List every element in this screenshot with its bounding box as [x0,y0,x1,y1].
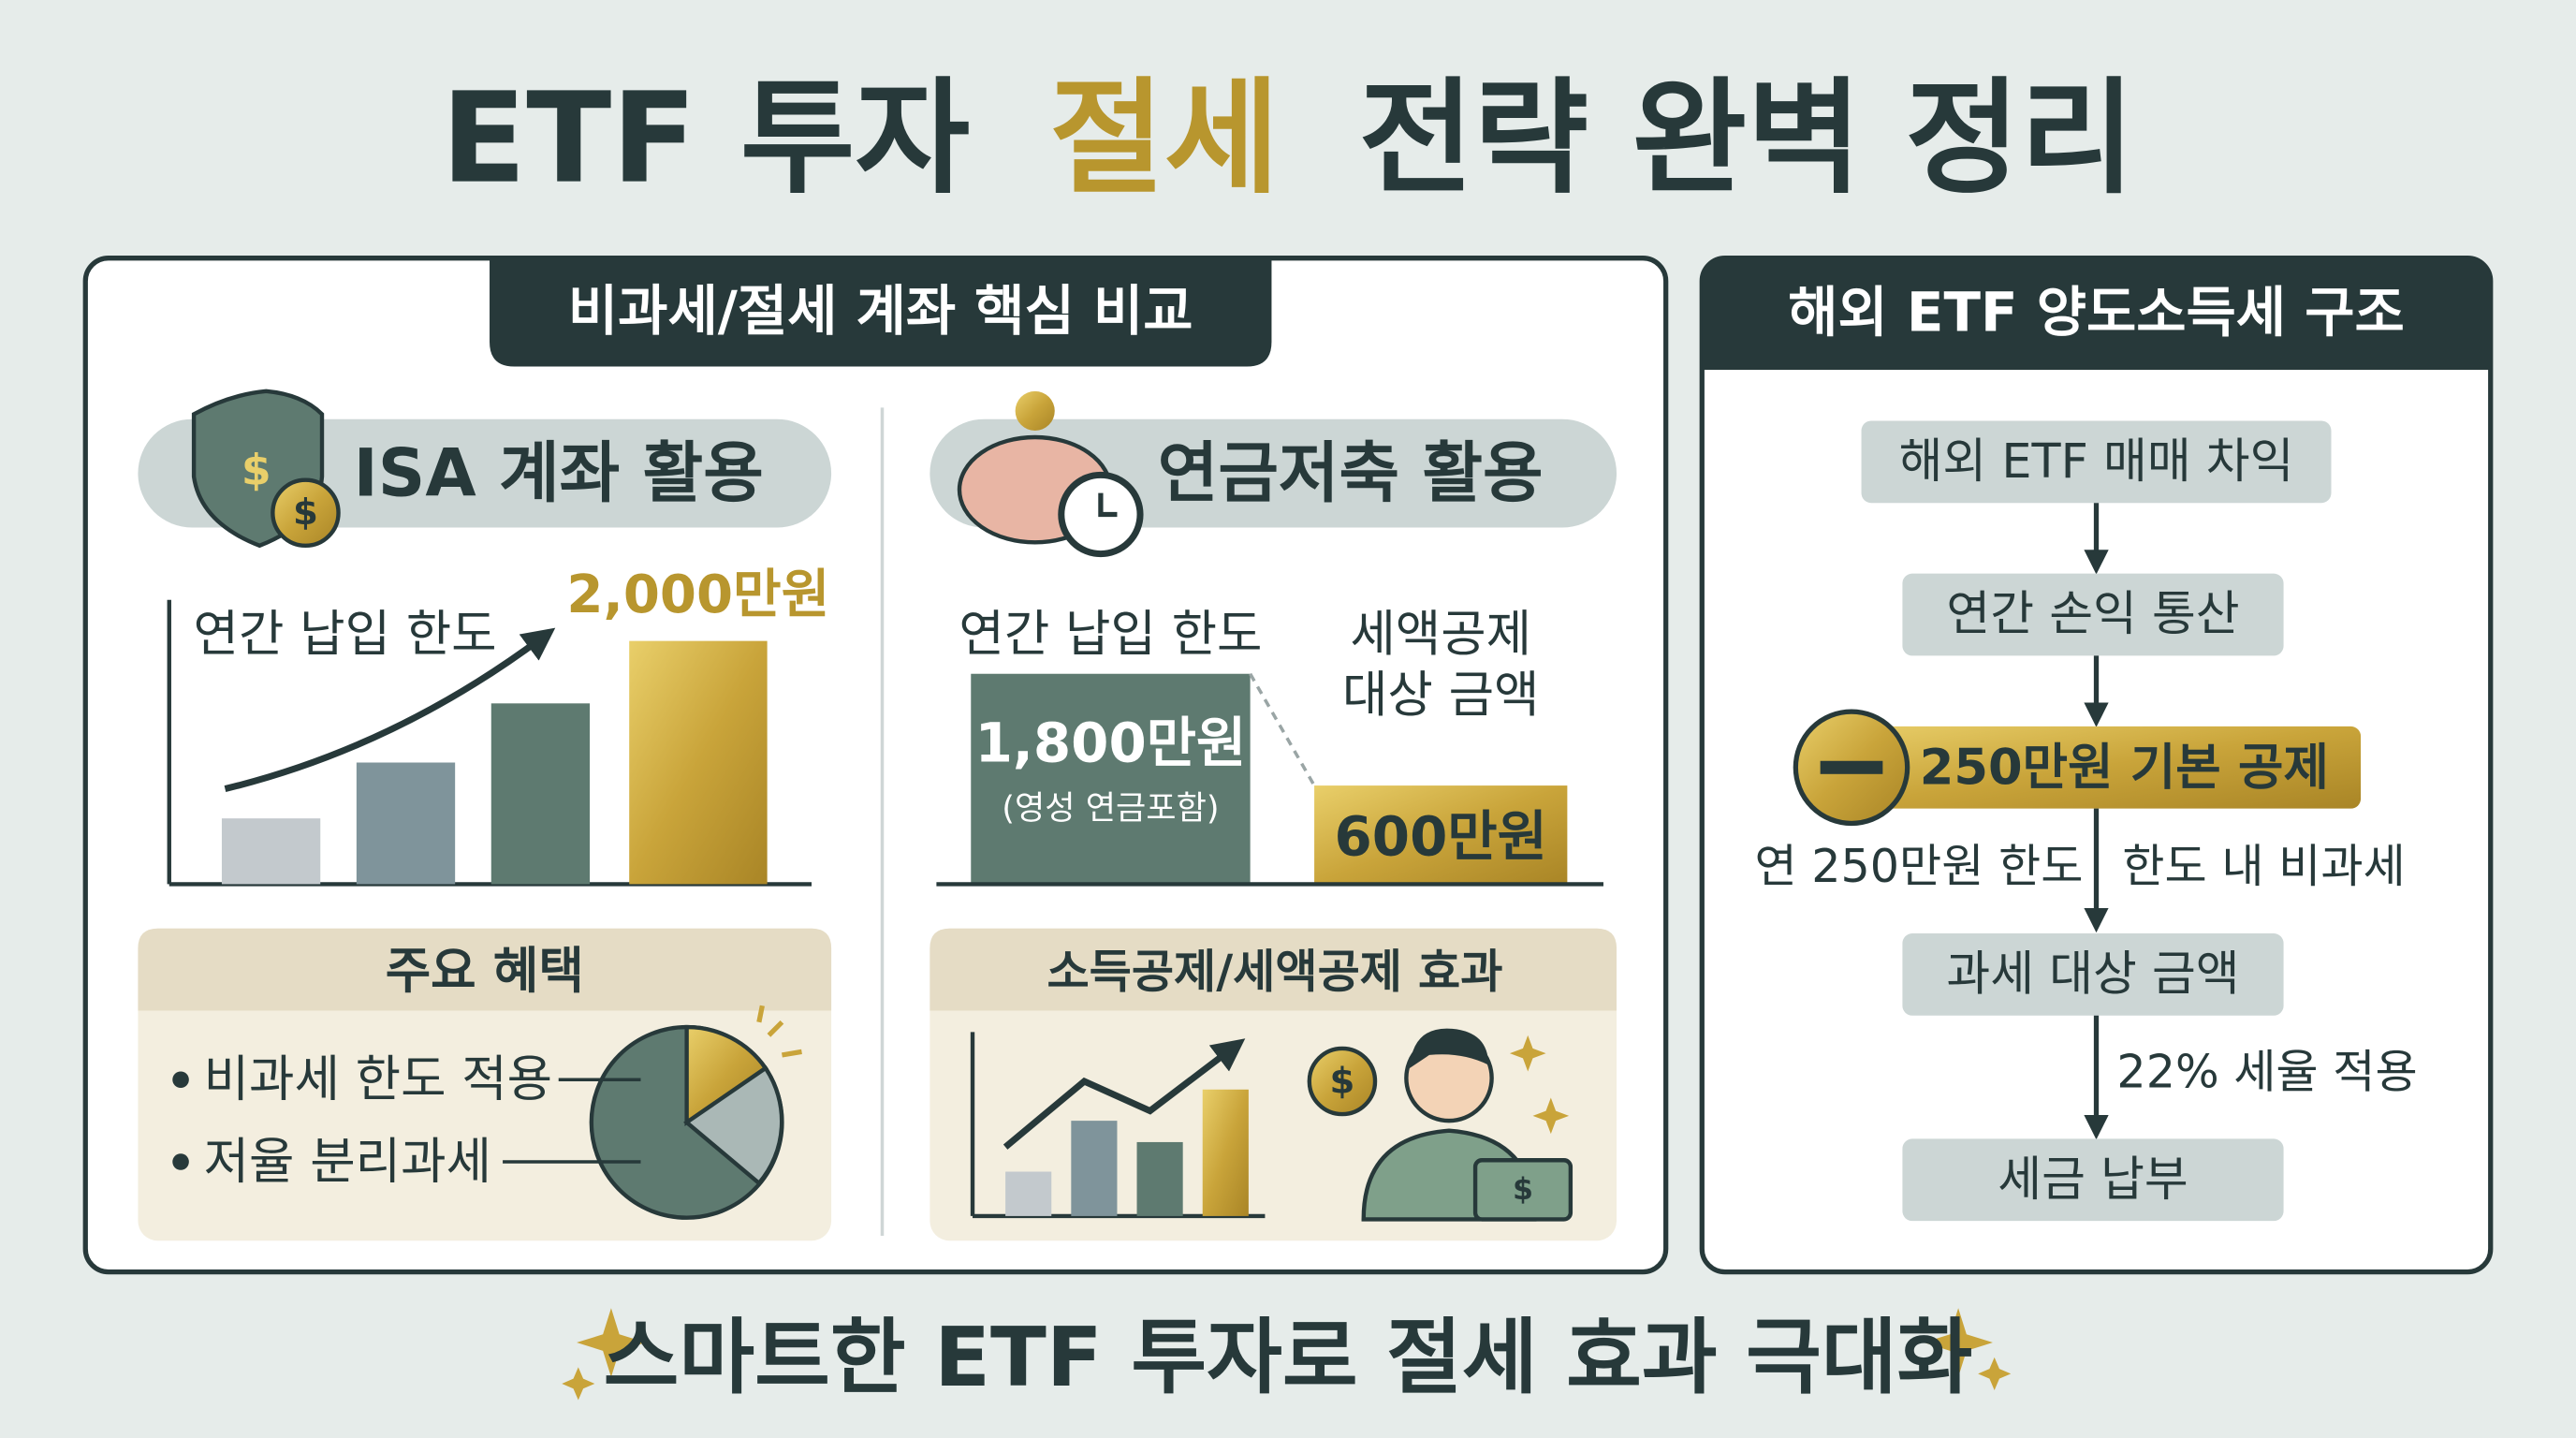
panel-title: 해외 ETF 양도소득세 구조 [1788,281,2405,345]
icon-symbol: $ [242,446,271,495]
flow-step [1826,726,2362,809]
illustration-bar [1005,1171,1052,1216]
trend-arrow [1003,1038,1246,1150]
illustration-bar [1136,1141,1183,1216]
person-hair [1409,1028,1489,1068]
limit-note: (영성 연금포함) [1002,789,1219,828]
icon-symbol: $ [1513,1173,1533,1207]
coin-icon [1015,390,1055,431]
flow-step [1861,420,2332,504]
limit-label: 연간 납입 한도 [959,606,1262,663]
sparkle [1509,1034,1570,1135]
flow-note: 한도 내 비과세 [2122,839,2405,893]
section-label: ISA 계좌 활용 [354,435,764,512]
illustration-bar [221,818,321,885]
benefit-header [138,928,832,1011]
limit-amount: 2,000만원 [566,565,829,625]
title-part: 전략 완벽 정리 [1359,66,2135,211]
illustration-bar [1314,785,1568,885]
deduction-amount: 600만원 [1335,804,1547,868]
illustration-bar [356,762,456,885]
page-title: ETF 투자 절세 전략 완벽 정리 [441,66,2135,211]
limit-amount: 1,800만원 [975,711,1247,774]
effect-header [929,928,1617,1011]
footer-slogan: 스마트한 ETF 투자로 절세 효과 극대화 [604,1310,1973,1405]
flow-step-label: 연간 손익 통산 [1946,587,2239,642]
limit-label: 연간 납입 한도 [194,606,497,663]
flow-step-label: 세금 납부 [1998,1152,2188,1208]
pie-slice [683,1064,784,1186]
spark [756,1005,802,1058]
section-label: 연금저축 활용 [1158,435,1544,512]
benefit-item: 저율 분리과세 [204,1134,491,1191]
coin-icon [1307,1046,1378,1117]
flow-note: 연 250만원 한도 [1754,839,2083,893]
bullet [172,1153,189,1170]
cash-icon [1472,1158,1573,1222]
panel-header [1702,257,2491,371]
flow-step-label: 250만원 기본 공제 [1920,739,2329,796]
icon-symbol: $ [293,492,318,534]
panel-tab [490,257,1272,367]
pie-slice [684,1024,768,1127]
illustration-bar [490,703,591,885]
icon-symbol: $ [1329,1061,1354,1103]
flow-step-label: 과세 대상 금액 [1946,946,2239,1002]
coin-icon [271,477,341,549]
benefit-item: 비과세 한도 적용 [204,1051,552,1108]
title-part: ETF 투자 [441,66,970,211]
effect-title: 소득공제/세액공제 효과 [1046,944,1502,998]
title-highlight: 절세 [1049,66,1279,211]
illustration-bar [1071,1121,1118,1216]
minus-sign [1820,760,1883,774]
deduction-label: 세액공제 [1350,606,1531,663]
panel-title: 비과세/절세 계좌 핵심 비교 [568,279,1193,343]
bullet [172,1071,189,1089]
benefit-title: 주요 혜택 [386,943,584,1000]
clock-hands [1098,492,1118,518]
flow-step [1902,933,2284,1016]
deduction-label: 대상 금액 [1342,667,1539,724]
connector [1249,672,1316,786]
illustration-bar [629,640,768,885]
illustration-bar [1202,1089,1249,1216]
flow-step [1902,573,2284,656]
illustration-bar [971,673,1251,885]
trend-arrow [224,627,556,793]
flow-step-label: 해외 ETF 매매 차익 [1899,434,2294,490]
flow-step [1902,1138,2284,1222]
sparkle [1924,1308,2012,1390]
flow-note: 22% 세율 적용 [2116,1044,2417,1098]
